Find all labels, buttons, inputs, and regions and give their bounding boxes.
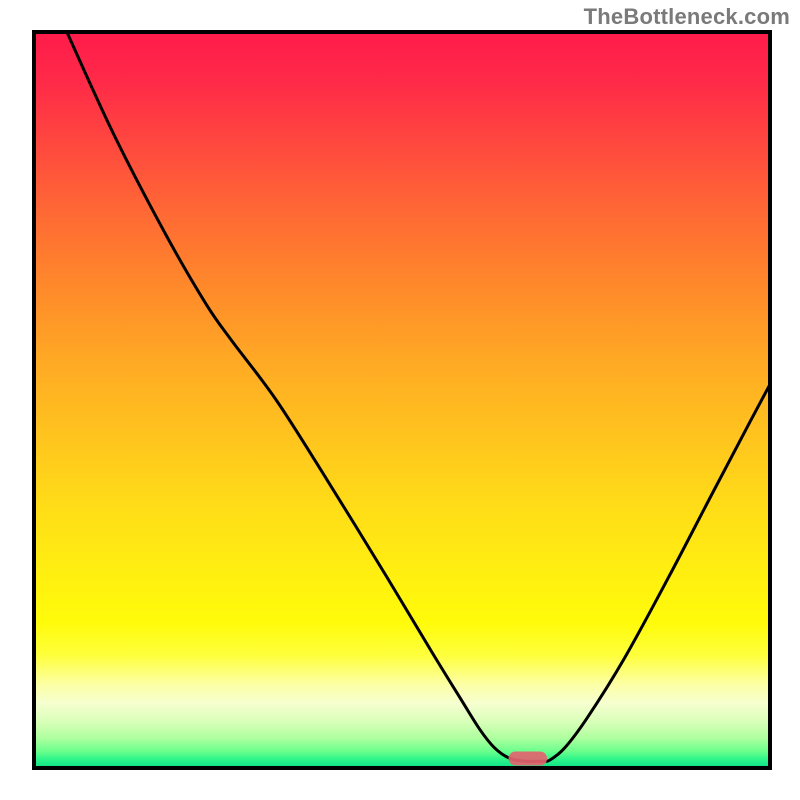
plot-area [32, 30, 772, 770]
background-gradient [32, 30, 772, 770]
chart-container: TheBottleneck.com [0, 0, 800, 800]
watermark-text: TheBottleneck.com [584, 4, 790, 30]
